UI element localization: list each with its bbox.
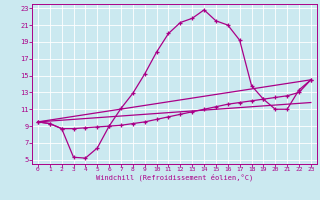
X-axis label: Windchill (Refroidissement éolien,°C): Windchill (Refroidissement éolien,°C) — [96, 174, 253, 181]
